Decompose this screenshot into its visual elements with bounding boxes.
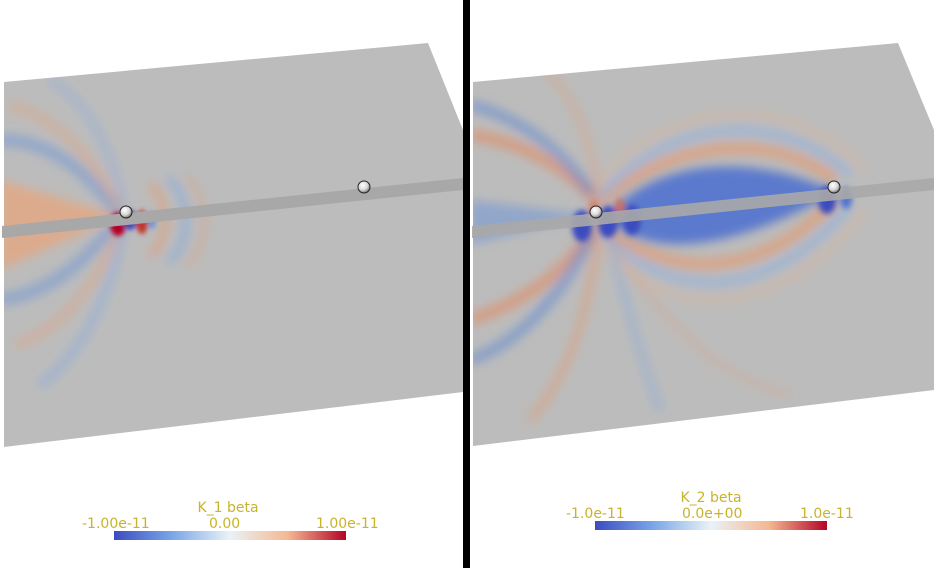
colorbar-max-label: 1.00e-11 bbox=[316, 516, 379, 532]
colorbar-max-label: 1.0e-11 bbox=[800, 506, 854, 522]
receiver-marker bbox=[357, 180, 371, 194]
colorbar-title: K_2 beta bbox=[680, 490, 742, 506]
colorbar-mid-label: 0.00 bbox=[209, 516, 241, 532]
colorbar-min-label: -1.00e-11 bbox=[82, 516, 150, 532]
receiver-line bbox=[472, 178, 934, 238]
right-panel: K_2 beta -1.0e-11 0.0e+00 1.0e-11 bbox=[470, 0, 934, 568]
colorbar-gradient bbox=[595, 521, 827, 530]
colorbar-mid-label: 0.0e+00 bbox=[682, 506, 743, 522]
kernel-1-render bbox=[2, 43, 463, 447]
kernel-2-render bbox=[472, 43, 934, 446]
panel-divider bbox=[463, 0, 470, 568]
receiver-line bbox=[2, 178, 463, 238]
slab-plane bbox=[4, 43, 463, 447]
slab-plane bbox=[473, 43, 934, 446]
source-marker bbox=[589, 205, 603, 219]
source-marker bbox=[119, 205, 133, 219]
receiver-marker bbox=[827, 180, 841, 194]
left-panel: K_1 beta -1.00e-11 0.00 1.00e-11 bbox=[0, 0, 463, 568]
colorbar-gradient bbox=[114, 531, 346, 540]
colorbar-min-label: -1.0e-11 bbox=[566, 506, 625, 522]
colorbar-title: K_1 beta bbox=[197, 500, 259, 516]
